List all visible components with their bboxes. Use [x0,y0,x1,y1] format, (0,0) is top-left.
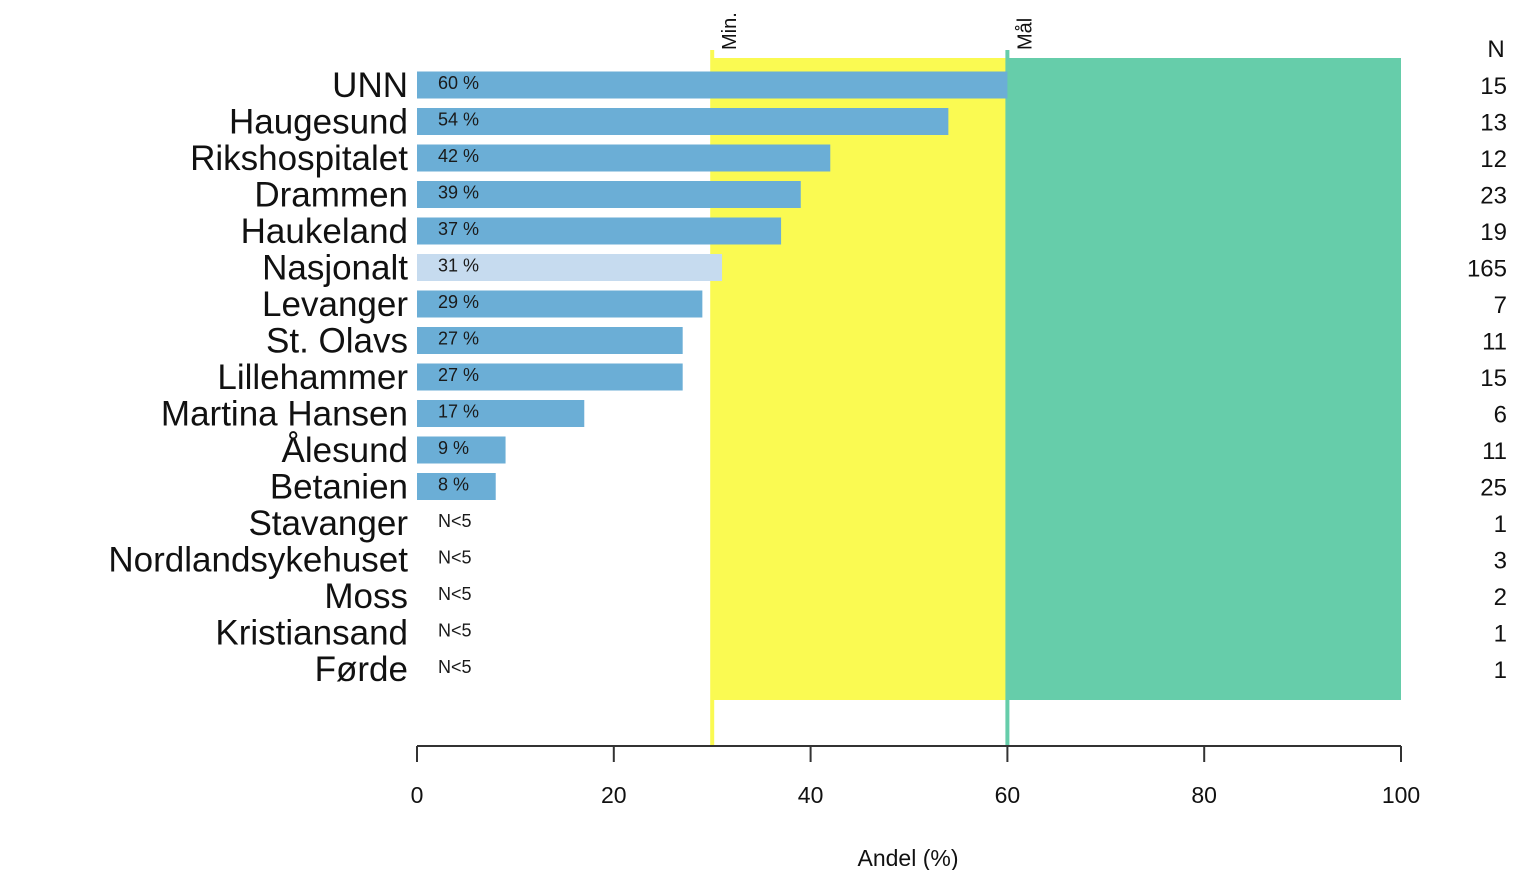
bar-value-label: 60 % [438,73,479,93]
n-value: 1 [1494,511,1507,538]
bar-value-label: 31 % [438,256,479,276]
bar-value-label: 17 % [438,402,479,422]
bar-value-label: 37 % [438,219,479,239]
bar [417,108,949,135]
n-value: 23 [1480,183,1507,210]
category-labels: UNNHaugesundRikshospitaletDrammenHaukela… [108,66,408,689]
bar-value-label: 29 % [438,292,479,312]
bar [417,363,683,391]
category-label: UNN [332,66,408,105]
bar-value-label: N<5 [438,511,472,531]
n-value: 15 [1480,365,1507,392]
bar [417,144,831,172]
bar [417,327,683,354]
category-label: Moss [324,577,408,616]
n-value: 7 [1494,292,1507,319]
category-label: Rikshospitalet [190,139,408,178]
category-label: Nordlandsykehuset [108,541,408,580]
n-value: 2 [1494,584,1507,611]
bar-value-label: N<5 [438,548,472,568]
n-value: 11 [1482,438,1507,465]
bar-value-label: 54 % [438,110,479,130]
n-value: 1 [1494,657,1507,684]
n-value: 25 [1480,475,1507,502]
bars-group: 60 % 54 % 42 % 39 % 37 % 31 % 29 % 27 % 27 % 17 %… [417,71,1008,677]
bar-value-label: 8 % [438,475,469,495]
min-label: Min. [719,12,741,50]
bar [417,71,1008,99]
category-label: Lillehammer [217,358,408,397]
category-label: Stavanger [248,504,408,543]
n-value: 19 [1480,219,1507,246]
x-tick-label: 100 [1382,782,1420,808]
bar-value-label: 42 % [438,146,479,166]
n-value: 1 [1494,621,1507,648]
n-value: 3 [1494,548,1507,575]
x-axis: 0 20 40 60 80 100 [411,745,1420,808]
category-label: Ålesund [282,431,408,470]
category-label: Betanien [270,468,408,507]
goal-band [1007,58,1401,700]
bar-value-label: N<5 [438,621,472,641]
category-label: St. Olavs [266,322,408,361]
reference-bands: Min. Mål [710,12,1401,746]
bar [417,290,703,318]
x-tick-label: 20 [601,782,627,808]
category-label: Haukeland [241,212,408,251]
n-value: 13 [1480,110,1507,137]
bar-value-label: 27 % [438,365,479,385]
x-tick-label: 0 [411,782,424,808]
n-value: 12 [1480,146,1507,173]
category-label: Haugesund [229,103,408,142]
x-axis-title: Andel (%) [858,845,959,870]
n-value: 11 [1482,329,1507,356]
goal-label: Mål [1014,18,1036,50]
category-label: Martina Hansen [161,395,408,434]
bar-value-label: 27 % [438,329,479,349]
category-label: Nasjonalt [262,249,408,288]
bar [417,473,496,500]
category-label: Drammen [254,176,408,215]
n-value: 6 [1494,402,1507,429]
bar-value-label: N<5 [438,584,472,604]
category-label: Levanger [262,285,408,324]
bar-value-label: 39 % [438,183,479,203]
n-value: 165 [1467,256,1507,283]
bar [417,181,801,208]
bar [417,436,506,464]
bar-value-label: N<5 [438,657,472,677]
x-tick-label: 40 [798,782,824,808]
x-tick-label: 80 [1191,782,1217,808]
category-label: Kristiansand [215,614,408,653]
x-tick-label: 60 [995,782,1021,808]
bar [417,400,585,427]
n-value: 15 [1480,73,1507,100]
n-header: N [1487,36,1504,63]
bar-value-label: 9 % [438,438,469,458]
bar [417,254,723,281]
bar [417,217,782,245]
category-label: Førde [315,650,408,689]
